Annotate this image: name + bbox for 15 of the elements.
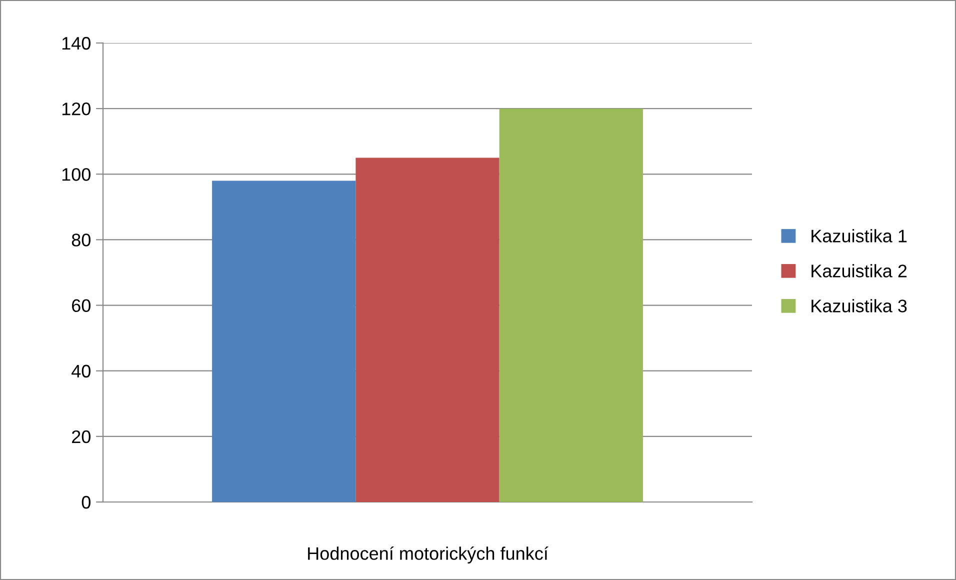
bar <box>356 158 500 502</box>
y-tick-label: 40 <box>72 364 90 378</box>
legend-label: Kazuistika 3 <box>812 299 907 312</box>
y-tick-label: 140 <box>62 36 90 50</box>
y-tick-label: 120 <box>62 102 90 116</box>
legend-label: Kazuistika 1 <box>812 229 907 242</box>
x-tick-label: Hodnocení motorických funkcí <box>308 546 548 564</box>
y-tick-label: 100 <box>62 168 90 181</box>
y-tick-label: 0 <box>82 496 90 509</box>
bar <box>499 108 643 502</box>
y-tick-label: 60 <box>72 299 90 312</box>
y-tick-label: 80 <box>72 234 90 246</box>
legend-label: Kazuistika 2 <box>812 264 907 278</box>
bar <box>212 180 356 502</box>
y-tick-label: 20 <box>72 430 90 444</box>
